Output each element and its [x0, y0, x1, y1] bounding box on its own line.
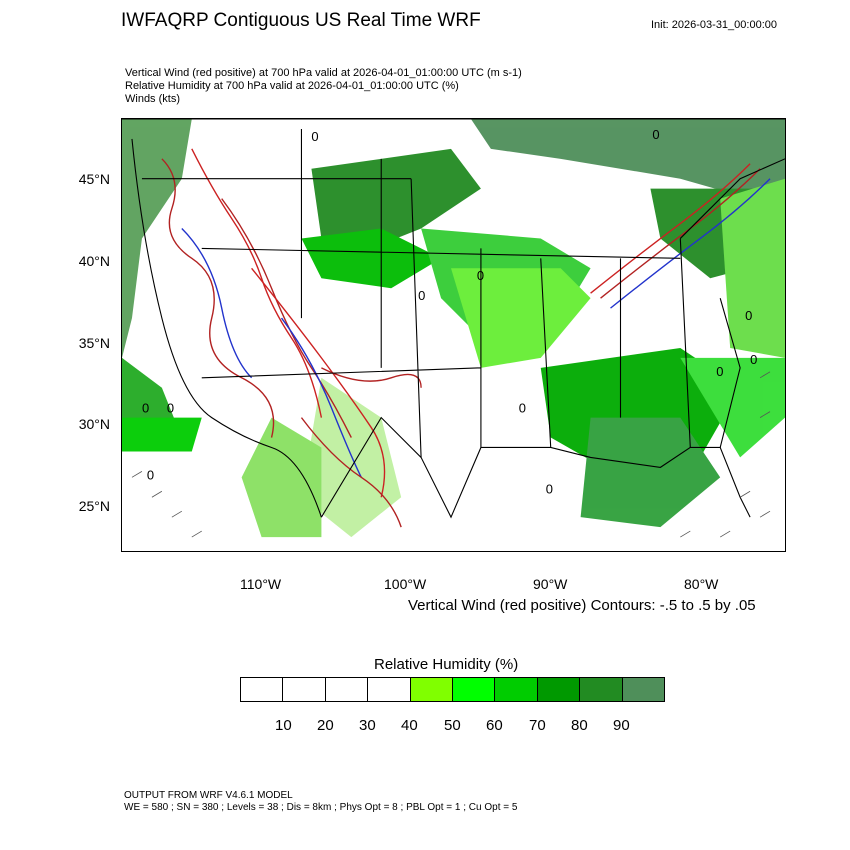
contour-label: 0	[519, 401, 526, 416]
colorbar-box	[621, 677, 666, 702]
lat-label-40n: 40°N	[78, 253, 110, 269]
colorbar-label: 40	[401, 717, 418, 734]
colorbar-box	[282, 677, 326, 702]
colorbar-box	[367, 677, 411, 702]
colorbar-label: 70	[529, 717, 546, 734]
lon-label-90w: 90°W	[533, 576, 568, 592]
colorbar-label: 80	[571, 717, 588, 734]
subtitle-vertical-wind: Vertical Wind (red positive) at 700 hPa …	[125, 67, 522, 79]
contour-labels: 0 0 0 0 0 0 0 0 0 0 0 0	[142, 127, 757, 496]
colorbar-box	[494, 677, 538, 702]
model-settings-footer: WE = 580 ; SN = 380 ; Levels = 38 ; Dis …	[124, 802, 518, 813]
lat-label-45n: 45°N	[78, 171, 110, 187]
contour-label: 0	[477, 268, 484, 283]
contour-label: 0	[167, 401, 174, 416]
colorbar-box	[452, 677, 496, 702]
contour-label: 0	[652, 127, 659, 142]
contour-label: 0	[147, 467, 154, 482]
vertical-wind-contours	[161, 148, 771, 528]
weather-map: 0 0 0 0 0 0 0 0 0 0 0 0	[121, 118, 786, 552]
contour-label: 0	[142, 401, 149, 416]
colorbar-box	[579, 677, 623, 702]
colorbar-title: Relative Humidity (%)	[374, 656, 519, 673]
subtitle-winds: Winds (kts)	[125, 93, 180, 105]
colorbar-box	[536, 677, 581, 702]
lat-label-35n: 35°N	[78, 335, 110, 351]
colorbar-box	[240, 677, 284, 702]
colorbar-label: 30	[359, 717, 376, 734]
subtitle-relative-humidity: Relative Humidity at 700 hPa valid at 20…	[125, 80, 459, 92]
colorbar-label: 50	[444, 717, 461, 734]
model-footer: OUTPUT FROM WRF V4.6.1 MODEL	[124, 790, 293, 801]
contour-note: Vertical Wind (red positive) Contours: -…	[408, 597, 756, 614]
humidity-field	[122, 119, 785, 538]
map-title: IWFAQRP Contiguous US Real Time WRF	[121, 10, 481, 31]
colorbar-label: 20	[317, 717, 334, 734]
colorbar-label: 90	[613, 717, 630, 734]
colorbar-box	[409, 677, 454, 702]
contour-label: 0	[716, 364, 723, 379]
colorbar-label: 10	[275, 717, 292, 734]
lat-label-30n: 30°N	[78, 416, 110, 432]
colorbar-box	[324, 677, 369, 702]
init-time: Init: 2026-03-31_00:00:00	[651, 19, 777, 31]
wind-barbs	[131, 371, 771, 538]
state-borders	[122, 119, 785, 519]
lat-label-25n: 25°N	[78, 498, 110, 514]
lon-label-80w: 80°W	[684, 576, 719, 592]
contour-label: 0	[546, 481, 553, 496]
humidity-colorbar	[240, 677, 666, 702]
contour-label: 0	[418, 288, 425, 303]
contour-label: 0	[745, 308, 752, 323]
contour-label: 0	[750, 352, 757, 367]
lon-label-100w: 100°W	[384, 576, 427, 592]
colorbar-label: 60	[486, 717, 503, 734]
contour-label: 0	[311, 129, 318, 144]
lon-label-110w: 110°W	[240, 576, 282, 592]
